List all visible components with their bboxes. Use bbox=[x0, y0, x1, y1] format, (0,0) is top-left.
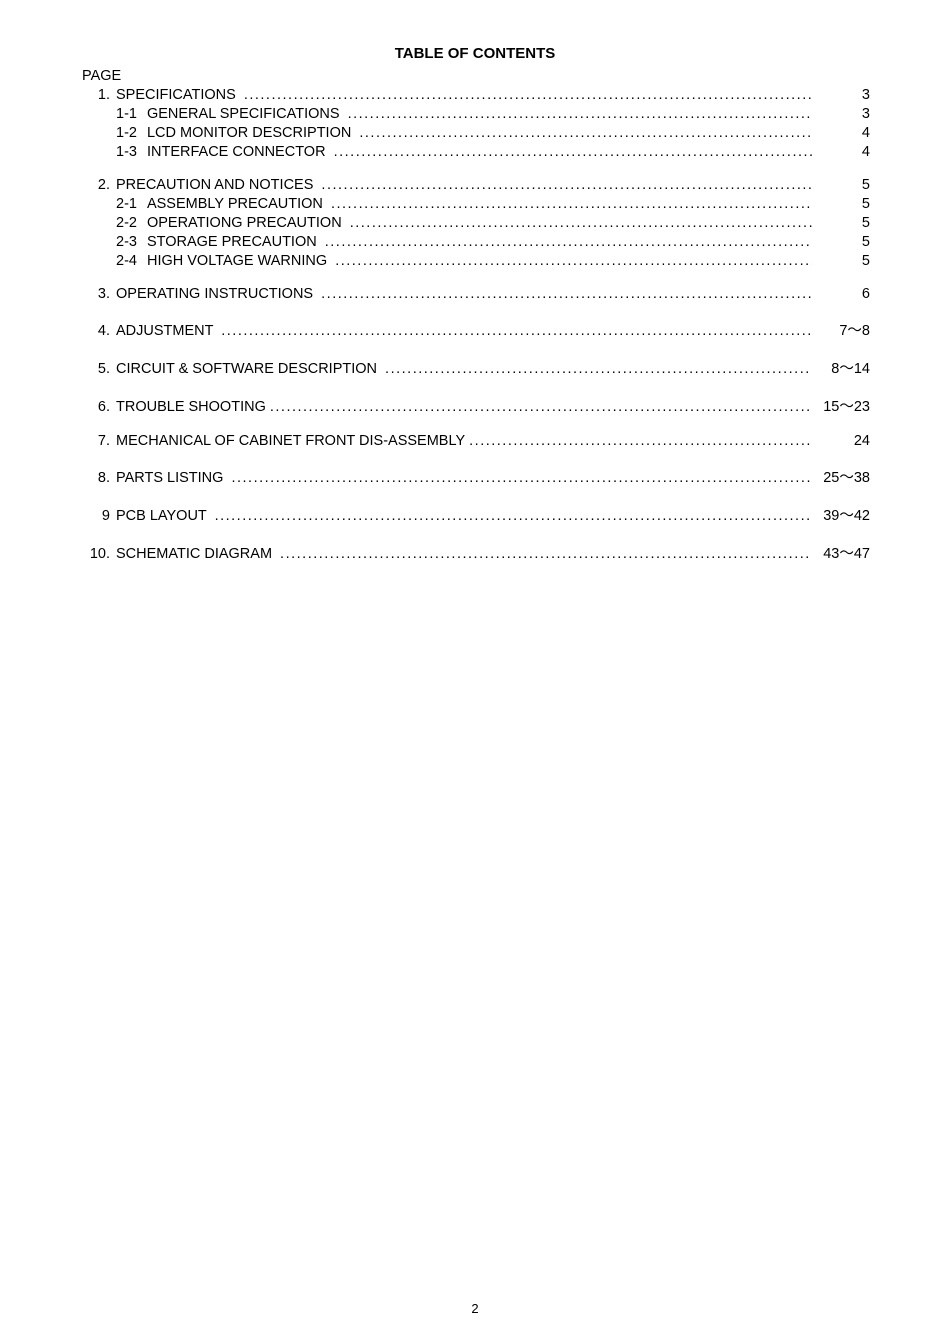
section-gap bbox=[80, 381, 870, 395]
toc-leader-dots: ........................................… bbox=[211, 508, 812, 524]
toc-entry-label: TROUBLE SHOOTING bbox=[116, 399, 266, 415]
toc-entry-number: 8. bbox=[80, 470, 116, 486]
section-gap bbox=[80, 305, 870, 319]
toc-leader-dots: ........................................… bbox=[321, 234, 812, 250]
toc-subentry-label: INTERFACE CONNECTOR bbox=[147, 144, 330, 160]
toc-entry-page: 7～8 bbox=[812, 319, 870, 340]
toc-entry-label: SPECIFICATIONS bbox=[116, 87, 240, 103]
toc-subentry-number: 1-2 bbox=[116, 125, 147, 141]
toc-subentry-label: GENERAL SPECIFICATIONS bbox=[147, 106, 344, 122]
toc-entry: 8.PARTS LISTING ........................… bbox=[80, 466, 870, 487]
toc-subentry-number: 2-1 bbox=[116, 196, 147, 212]
toc-entry-number: 6. bbox=[80, 399, 116, 415]
toc-leader-dots: ........................................… bbox=[276, 546, 812, 562]
toc-subentry-number: 2-4 bbox=[116, 253, 147, 269]
toc-leader-dots: ........................................… bbox=[317, 177, 812, 193]
toc-subentry-page: 5 bbox=[812, 253, 870, 269]
toc-entry-number: 10. bbox=[80, 546, 116, 562]
toc-entry-number: 2. bbox=[80, 177, 116, 193]
toc-entry-label: MECHANICAL OF CABINET FRONT DIS-ASSEMBLY bbox=[116, 433, 465, 449]
toc-entry-label: CIRCUIT & SOFTWARE DESCRIPTION bbox=[116, 361, 381, 377]
toc-entry: 4.ADJUSTMENT ...........................… bbox=[80, 319, 870, 340]
toc-leader-dots: ........................................… bbox=[381, 361, 812, 377]
toc-subentry-page: 5 bbox=[812, 234, 870, 250]
toc-subentry-label: STORAGE PRECAUTION bbox=[147, 234, 321, 250]
toc-subentry: 2-3STORAGE PRECAUTION ..................… bbox=[80, 234, 870, 250]
document-title: TABLE OF CONTENTS bbox=[80, 45, 870, 62]
toc-subentry-label: HIGH VOLTAGE WARNING bbox=[147, 253, 331, 269]
toc-leader-dots: ........................................… bbox=[465, 433, 812, 449]
toc-subentry-page: 4 bbox=[812, 125, 870, 141]
toc-entry-page: 5 bbox=[812, 177, 870, 193]
toc-subentry-number: 1-3 bbox=[116, 144, 147, 160]
section-gap bbox=[80, 419, 870, 433]
section-gap bbox=[80, 343, 870, 357]
toc-leader-dots: ........................................… bbox=[344, 106, 812, 122]
toc-subentry-page: 3 bbox=[812, 106, 870, 122]
toc-entry-label: ADJUSTMENT bbox=[116, 323, 217, 339]
toc-subentry: 2-4HIGH VOLTAGE WARNING ................… bbox=[80, 253, 870, 269]
toc-entry-number: 5. bbox=[80, 361, 116, 377]
page-number-footer: 2 bbox=[0, 1301, 950, 1316]
toc-entry-page: 15～23 bbox=[812, 395, 870, 416]
toc-subentry-label: LCD MONITOR DESCRIPTION bbox=[147, 125, 355, 141]
toc-entry: 10.SCHEMATIC DIAGRAM ...................… bbox=[80, 542, 870, 563]
toc-entry-page: 24 bbox=[812, 433, 870, 449]
toc-subentry: 1-1GENERAL SPECIFICATIONS ..............… bbox=[80, 106, 870, 122]
toc-entry-page: 6 bbox=[812, 286, 870, 302]
toc-subentry: 2-2OPERATIONG PRECAUTION ...............… bbox=[80, 215, 870, 231]
toc-entry-number: 1. bbox=[80, 87, 116, 103]
toc-entry: 5.CIRCUIT & SOFTWARE DESCRIPTION .......… bbox=[80, 357, 870, 378]
toc-subentry: 1-2LCD MONITOR DESCRIPTION .............… bbox=[80, 125, 870, 141]
toc-entry: 6.TROUBLE SHOOTING......................… bbox=[80, 395, 870, 416]
toc-entry-page: 3 bbox=[812, 87, 870, 103]
toc-subentry: 1-3INTERFACE CONNECTOR .................… bbox=[80, 144, 870, 160]
toc-leader-dots: ........................................… bbox=[227, 470, 812, 486]
toc-entry: 7.MECHANICAL OF CABINET FRONT DIS-ASSEMB… bbox=[80, 433, 870, 449]
toc-entry-page: 43～47 bbox=[812, 542, 870, 563]
section-gap bbox=[80, 163, 870, 177]
toc-subentry-page: 5 bbox=[812, 196, 870, 212]
toc-entry-page: 39～42 bbox=[812, 504, 870, 525]
toc-entry-label: OPERATING INSTRUCTIONS bbox=[116, 286, 317, 302]
toc-subentry-number: 2-3 bbox=[116, 234, 147, 250]
toc-entry-label: PRECAUTION AND NOTICES bbox=[116, 177, 317, 193]
toc-entry-label: PCB LAYOUT bbox=[116, 508, 211, 524]
section-gap bbox=[80, 490, 870, 504]
table-of-contents: 1.SPECIFICATIONS .......................… bbox=[80, 87, 870, 580]
toc-subentry-page: 5 bbox=[812, 215, 870, 231]
toc-leader-dots: ........................................… bbox=[327, 196, 812, 212]
section-gap bbox=[80, 272, 870, 286]
page-header-label: PAGE bbox=[80, 68, 870, 84]
toc-subentry-number: 1-1 bbox=[116, 106, 147, 122]
toc-entry-number: 7. bbox=[80, 433, 116, 449]
toc-entry: 2.PRECAUTION AND NOTICES ...............… bbox=[80, 177, 870, 193]
toc-leader-dots: ........................................… bbox=[355, 125, 812, 141]
section-gap bbox=[80, 452, 870, 466]
toc-leader-dots: ........................................… bbox=[317, 286, 812, 302]
toc-leader-dots: ........................................… bbox=[331, 253, 812, 269]
toc-subentry-page: 4 bbox=[812, 144, 870, 160]
toc-entry-label: PARTS LISTING bbox=[116, 470, 227, 486]
toc-subentry-label: ASSEMBLY PRECAUTION bbox=[147, 196, 327, 212]
toc-entry-page: 8～14 bbox=[812, 357, 870, 378]
toc-leader-dots: ........................................… bbox=[266, 399, 812, 415]
toc-subentry-label: OPERATIONG PRECAUTION bbox=[147, 215, 346, 231]
toc-entry-number: 4. bbox=[80, 323, 116, 339]
toc-leader-dots: ........................................… bbox=[240, 87, 812, 103]
toc-entry-number: 9 bbox=[80, 508, 116, 524]
toc-entry-label: SCHEMATIC DIAGRAM bbox=[116, 546, 276, 562]
toc-entry: 3.OPERATING INSTRUCTIONS ...............… bbox=[80, 286, 870, 302]
toc-subentry: 2-1ASSEMBLY PRECAUTION .................… bbox=[80, 196, 870, 212]
toc-leader-dots: ........................................… bbox=[217, 323, 812, 339]
section-gap bbox=[80, 528, 870, 542]
toc-entry-number: 3. bbox=[80, 286, 116, 302]
toc-leader-dots: ........................................… bbox=[330, 144, 812, 160]
toc-entry: 9PCB LAYOUT ............................… bbox=[80, 504, 870, 525]
toc-entry-page: 25～38 bbox=[812, 466, 870, 487]
toc-leader-dots: ........................................… bbox=[346, 215, 812, 231]
toc-subentry-number: 2-2 bbox=[116, 215, 147, 231]
toc-entry: 1.SPECIFICATIONS .......................… bbox=[80, 87, 870, 103]
section-gap bbox=[80, 566, 870, 580]
